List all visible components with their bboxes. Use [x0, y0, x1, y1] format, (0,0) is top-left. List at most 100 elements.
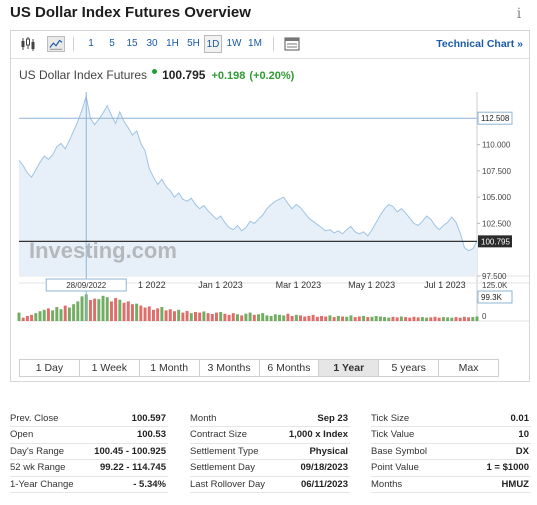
volume-bar: [471, 317, 475, 321]
range-6-months[interactable]: 6 Months: [260, 360, 320, 376]
stat-label: Base Symbol: [371, 445, 427, 457]
period-5min[interactable]: 5: [109, 38, 115, 49]
volume-bar: [139, 305, 143, 321]
price-chart[interactable]: Investing.com 110.000 107.500 105.000 102.5…: [11, 86, 529, 356]
volume-bar: [282, 315, 286, 321]
period-1day[interactable]: 1D: [204, 35, 222, 53]
volume-bar: [151, 309, 155, 321]
range-selector: 1 Day 1 Week 1 Month 3 Months 6 Months 1…: [19, 359, 499, 377]
volume-bar: [135, 303, 139, 321]
volume-bar: [454, 317, 458, 321]
period-1hour[interactable]: 1H: [166, 38, 179, 49]
volume-bar: [387, 317, 391, 321]
volume-bar: [76, 301, 80, 321]
volume-bar: [303, 316, 307, 321]
volume-bar: [63, 305, 67, 321]
range-3-months[interactable]: 3 Months: [200, 360, 260, 376]
quote-line: US Dollar Index Futures 100.795 +0.198 (+0.…: [19, 66, 294, 82]
volume-bar: [227, 314, 231, 321]
volume-bar: [67, 307, 71, 321]
stat-row: Month Sep 23: [190, 411, 350, 428]
stat-label: Tick Value: [371, 429, 415, 441]
candlestick-icon[interactable]: [19, 36, 37, 52]
x-tick-label: 1 2022: [138, 280, 166, 290]
stat-value: Sep 23: [317, 413, 348, 424]
volume-bar: [181, 312, 185, 321]
volume-bar: [109, 301, 113, 321]
volume-bar: [370, 316, 374, 321]
info-icon[interactable]: i: [516, 6, 522, 22]
volume-bar: [130, 304, 134, 321]
stat-value: DX: [515, 445, 529, 457]
volume-tick-label: 0: [482, 312, 487, 321]
volume-bar: [345, 316, 349, 321]
crosshair: 112.508 28/09/2022 99.3K 100.795: [19, 92, 513, 321]
table-icon[interactable]: [283, 36, 301, 52]
crosshair-date-label: 28/09/2022: [66, 281, 107, 290]
volume-bar: [101, 295, 105, 321]
stat-row: Tick Value 10: [371, 427, 531, 444]
price-area: [18, 96, 478, 276]
volume-bar: [278, 314, 281, 321]
volume-bar: [273, 314, 277, 321]
stat-value: 10: [518, 429, 529, 441]
volume-bar: [160, 307, 164, 321]
stat-row: Open 100.53: [10, 427, 168, 444]
volume-bar: [244, 313, 248, 321]
stat-value: HMUZ: [501, 478, 529, 490]
volume-tick-label: 125.0K: [482, 281, 508, 290]
period-15min[interactable]: 15: [126, 38, 138, 49]
volume-bar: [147, 306, 151, 321]
period-30min[interactable]: 30: [146, 38, 158, 49]
volume-bar: [114, 298, 118, 321]
stat-row: Settlement Type Physical: [190, 444, 350, 461]
stat-value: 06/11/2023: [300, 478, 348, 490]
volume-bar: [97, 299, 101, 321]
volume-bar: [252, 314, 256, 321]
volume-bar: [164, 310, 168, 321]
range-5-years[interactable]: 5 years: [379, 360, 440, 376]
stat-value: 100.45 - 100.925: [94, 445, 166, 457]
crosshair-volume-label: 99.3K: [481, 293, 503, 302]
x-tick-label: May 1 2023: [348, 280, 395, 290]
range-1-month[interactable]: 1 Month: [140, 360, 200, 376]
volume-bar: [198, 312, 202, 321]
stat-row: Settlement Day 09/18/2023: [190, 460, 350, 477]
period-5hour[interactable]: 5H: [187, 38, 200, 49]
volume-bar: [240, 315, 244, 321]
stat-label: 52 wk Range: [10, 462, 66, 474]
volume-bar: [156, 308, 160, 321]
volume-bar: [374, 315, 378, 321]
range-1-day[interactable]: 1 Day: [20, 360, 80, 376]
period-1min[interactable]: 1: [88, 38, 94, 49]
price-area-fill: [19, 96, 477, 276]
volume-bar: [475, 316, 479, 321]
volume-bar: [59, 309, 63, 321]
period-1week[interactable]: 1W: [226, 38, 242, 49]
stat-row: Tick Size 0.01: [371, 411, 531, 428]
volume-bar: [328, 315, 332, 321]
volume-bar: [105, 297, 109, 321]
stat-row: Contract Size 1,000 x Index: [190, 427, 350, 444]
area-chart-icon[interactable]: [47, 36, 65, 52]
y-tick-label: 110.000: [482, 141, 511, 150]
stat-label: Point Value: [371, 462, 419, 474]
volume-bar: [223, 313, 227, 321]
volume-bar: [42, 309, 46, 321]
volume-bar: [383, 317, 387, 321]
volume-bar: [177, 309, 181, 321]
technical-chart-link[interactable]: Technical Chart »: [436, 38, 523, 50]
stat-value: 09/18/2023: [300, 462, 348, 474]
range-1-week[interactable]: 1 Week: [80, 360, 140, 376]
volume-bar: [38, 311, 42, 321]
crosshair-price-box: [477, 111, 513, 125]
volume-bar: [315, 316, 319, 321]
volume-bar: [290, 315, 294, 321]
range-max[interactable]: Max: [458, 362, 479, 374]
volume-bar: [437, 317, 441, 321]
range-1-year[interactable]: 1 Year: [319, 360, 380, 376]
period-1month[interactable]: 1M: [248, 38, 262, 49]
stat-row: Prev. Close 100.597: [10, 411, 168, 428]
investing-watermark: Investing.com: [29, 238, 177, 263]
stat-label: Contract Size: [190, 429, 248, 441]
